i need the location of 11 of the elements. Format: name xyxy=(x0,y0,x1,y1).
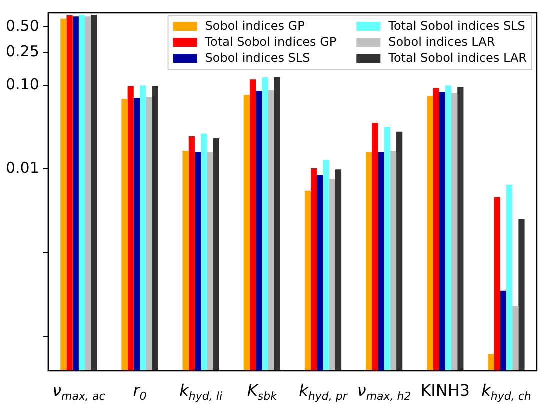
x-tick-label: KINH3 xyxy=(420,381,470,400)
legend-label: Sobol indices LAR xyxy=(388,35,496,50)
legend-label: Total Sobol indices LAR xyxy=(388,51,528,66)
legend-label: Sobol indices GP xyxy=(205,19,305,34)
legend-label: Sobol indices SLS xyxy=(205,51,310,66)
y-tick-label: 0.01 xyxy=(6,159,40,178)
y-tick-label: 0.50 xyxy=(6,17,40,36)
y-tick-label: 0.10 xyxy=(6,76,40,94)
legend-label: Total Sobol indices SLS xyxy=(388,19,526,34)
legend-label: Total Sobol indices GP xyxy=(204,35,337,50)
y-tick-label: 0.25 xyxy=(6,42,40,60)
